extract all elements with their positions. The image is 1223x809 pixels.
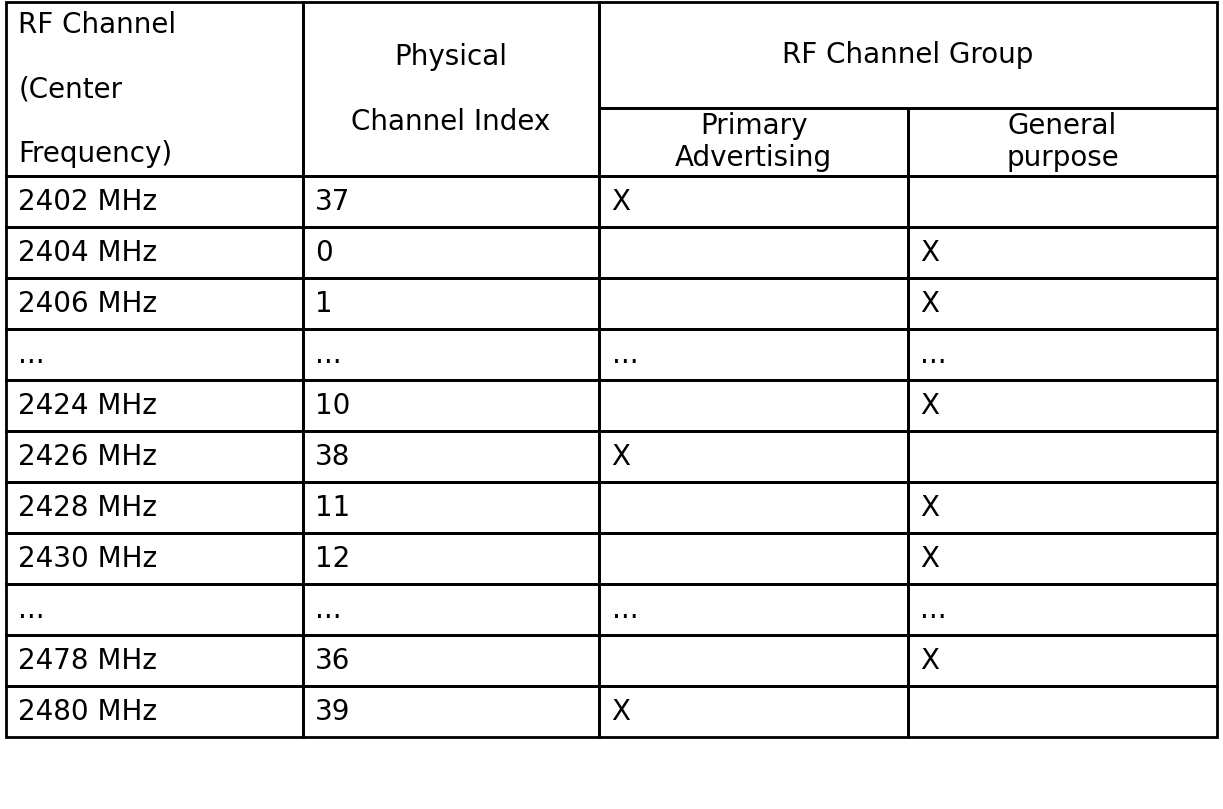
Text: X: X: [921, 646, 939, 675]
Bar: [599, 533, 909, 584]
Bar: [909, 584, 1217, 635]
Text: 11: 11: [316, 493, 350, 522]
Bar: [599, 108, 909, 176]
Bar: [303, 533, 599, 584]
Text: 2404 MHz: 2404 MHz: [18, 239, 158, 267]
Bar: [6, 635, 303, 686]
Bar: [6, 686, 303, 737]
Text: X: X: [612, 443, 631, 471]
Text: 39: 39: [316, 697, 351, 726]
Bar: [6, 431, 303, 482]
Text: 38: 38: [316, 443, 350, 471]
Text: RF Channel Group: RF Channel Group: [783, 41, 1033, 69]
Text: X: X: [921, 392, 939, 420]
Bar: [6, 278, 303, 329]
Text: 2426 MHz: 2426 MHz: [18, 443, 158, 471]
Text: 2424 MHz: 2424 MHz: [18, 392, 158, 420]
Text: X: X: [612, 697, 631, 726]
Bar: [6, 176, 303, 227]
Bar: [909, 635, 1217, 686]
Text: ...: ...: [921, 341, 947, 369]
Bar: [6, 533, 303, 584]
Bar: [599, 431, 909, 482]
Text: General
purpose: General purpose: [1007, 112, 1119, 172]
Text: 10: 10: [316, 392, 350, 420]
Bar: [303, 329, 599, 380]
Bar: [909, 380, 1217, 431]
Bar: [909, 227, 1217, 278]
Bar: [599, 380, 909, 431]
Bar: [909, 482, 1217, 533]
Bar: [303, 227, 599, 278]
Bar: [303, 176, 599, 227]
Bar: [909, 329, 1217, 380]
Bar: [303, 431, 599, 482]
Text: 2402 MHz: 2402 MHz: [18, 188, 158, 216]
Bar: [599, 278, 909, 329]
Bar: [599, 2, 1217, 108]
Text: X: X: [612, 188, 631, 216]
Bar: [303, 635, 599, 686]
Text: 2428 MHz: 2428 MHz: [18, 493, 158, 522]
Bar: [6, 227, 303, 278]
Text: ...: ...: [316, 341, 341, 369]
Text: Physical

Channel Index: Physical Channel Index: [351, 43, 550, 136]
Text: ...: ...: [18, 341, 45, 369]
Bar: [599, 176, 909, 227]
Bar: [909, 108, 1217, 176]
Bar: [6, 584, 303, 635]
Text: ...: ...: [612, 341, 638, 369]
Text: X: X: [921, 239, 939, 267]
Bar: [909, 278, 1217, 329]
Text: 0: 0: [316, 239, 333, 267]
Text: 1: 1: [316, 290, 333, 318]
Bar: [599, 635, 909, 686]
Text: ...: ...: [612, 595, 638, 624]
Text: 37: 37: [316, 188, 350, 216]
Bar: [303, 686, 599, 737]
Bar: [909, 533, 1217, 584]
Text: ...: ...: [921, 595, 947, 624]
Text: RF Channel

(Center

Frequency): RF Channel (Center Frequency): [18, 11, 176, 168]
Bar: [909, 176, 1217, 227]
Bar: [303, 278, 599, 329]
Bar: [599, 584, 909, 635]
Text: X: X: [921, 493, 939, 522]
Bar: [6, 482, 303, 533]
Bar: [6, 329, 303, 380]
Bar: [599, 482, 909, 533]
Text: 36: 36: [316, 646, 350, 675]
Bar: [303, 380, 599, 431]
Text: 2478 MHz: 2478 MHz: [18, 646, 158, 675]
Bar: [303, 584, 599, 635]
Text: X: X: [921, 290, 939, 318]
Text: 2480 MHz: 2480 MHz: [18, 697, 158, 726]
Text: ...: ...: [316, 595, 341, 624]
Bar: [909, 686, 1217, 737]
Text: 2430 MHz: 2430 MHz: [18, 544, 158, 573]
Bar: [599, 686, 909, 737]
Bar: [303, 2, 599, 176]
Bar: [599, 329, 909, 380]
Bar: [6, 2, 303, 176]
Text: X: X: [921, 544, 939, 573]
Text: 12: 12: [316, 544, 350, 573]
Bar: [6, 380, 303, 431]
Text: 2406 MHz: 2406 MHz: [18, 290, 158, 318]
Bar: [599, 227, 909, 278]
Text: ...: ...: [18, 595, 45, 624]
Text: Primary
Advertising: Primary Advertising: [675, 112, 833, 172]
Bar: [909, 431, 1217, 482]
Bar: [303, 482, 599, 533]
